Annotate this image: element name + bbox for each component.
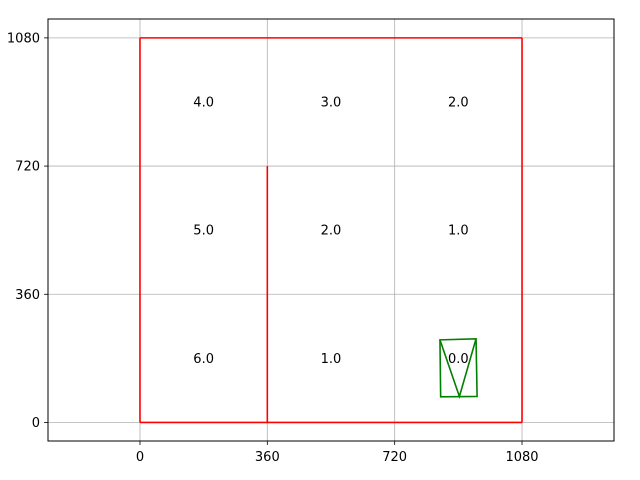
walls: [139, 37, 523, 424]
cell-value-label: 2.0: [448, 95, 469, 110]
cell-value-label: 0.0: [448, 352, 469, 367]
cell-value-label: 1.0: [321, 352, 342, 367]
agent-heading: [439, 338, 477, 400]
y-tick-label: 0: [32, 416, 40, 431]
cell-value-label: 6.0: [193, 352, 214, 367]
cell-value-label: 3.0: [321, 95, 342, 110]
x-tick-label: 360: [255, 450, 280, 465]
x-tick-label: 1080: [505, 450, 538, 465]
x-tick-label: 720: [382, 450, 407, 465]
agent-marker: [439, 337, 478, 400]
y-tick-label: 360: [15, 288, 40, 303]
y-tick-label: 720: [15, 160, 40, 175]
cell-value-label: 5.0: [193, 224, 214, 239]
cell-value-label: 1.0: [448, 224, 469, 239]
cell-value-label: 2.0: [321, 224, 342, 239]
plot-frame: [47, 18, 615, 442]
y-axis-ticks: 0 360 720 1080: [7, 31, 48, 431]
y-tick-label: 1080: [7, 31, 40, 46]
cell-values: 6.0 1.0 0.0 5.0 2.0 1.0 4.0 3.0 2.0: [193, 95, 468, 366]
agent-outline: [439, 337, 478, 398]
cell-value-label: 4.0: [193, 95, 214, 110]
x-tick-label: 0: [136, 450, 144, 465]
x-axis-ticks: 0 360 720 1080: [136, 441, 539, 465]
